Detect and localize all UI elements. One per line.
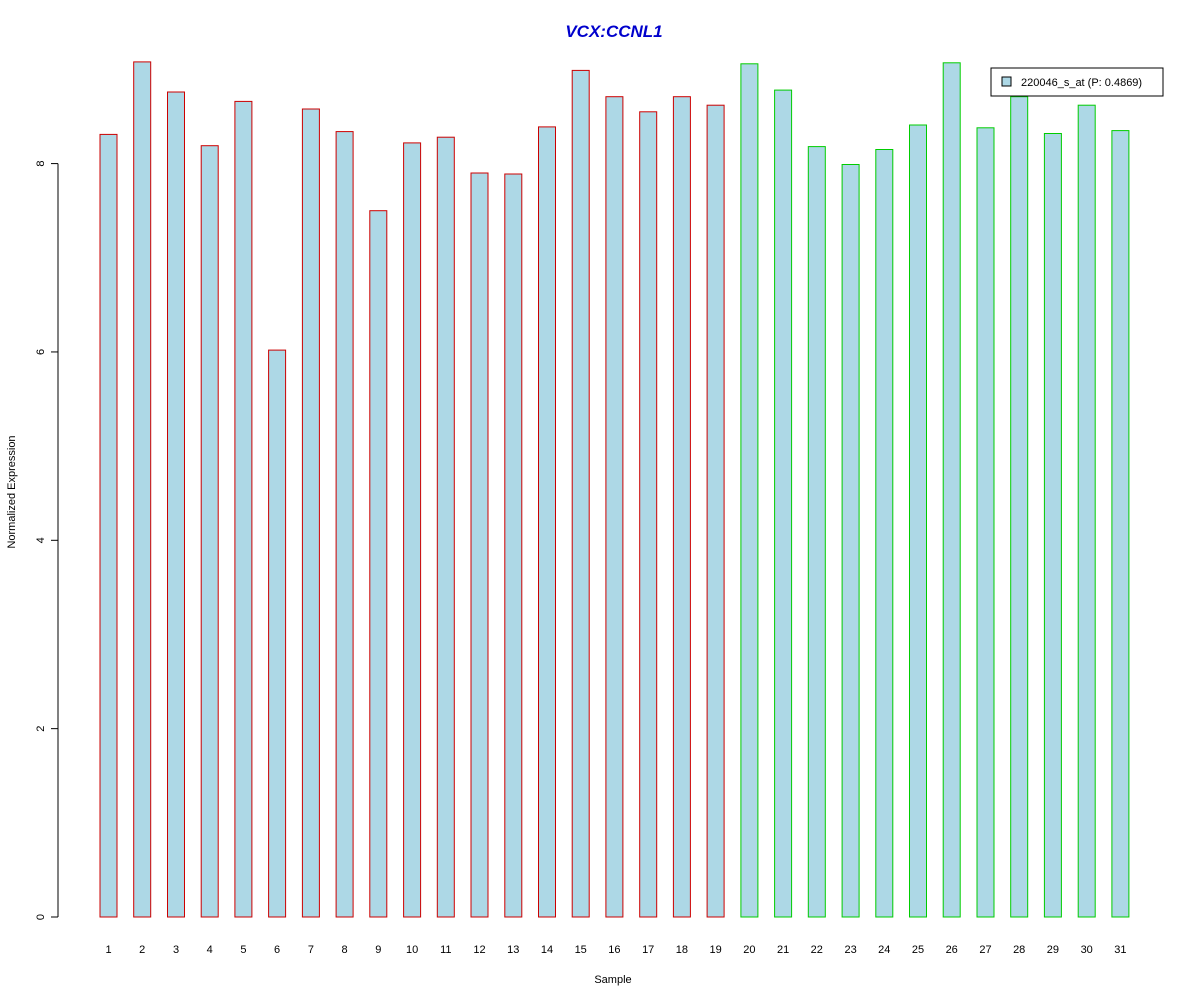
x-tick-label: 12	[473, 944, 485, 956]
bar-sample-24	[875, 149, 894, 918]
x-axis-label: Sample	[594, 974, 631, 986]
bar-sample-13	[504, 173, 523, 918]
x-tick-label: 16	[608, 944, 620, 956]
x-tick-label: 7	[308, 944, 314, 956]
bar-sample-30	[1077, 104, 1096, 918]
bar-sample-29	[1043, 133, 1062, 918]
bar-sample-18	[672, 96, 691, 918]
bar-sample-17	[639, 111, 658, 918]
bar-sample-1	[99, 133, 118, 918]
x-tick-label: 2	[139, 944, 145, 956]
bar-sample-19	[706, 104, 725, 918]
x-tick-label: 20	[743, 944, 755, 956]
bar-sample-2	[133, 61, 152, 918]
bar-sample-28	[1010, 96, 1029, 918]
bar-sample-31	[1111, 130, 1130, 918]
bar-sample-7	[301, 108, 320, 918]
x-tick-label: 10	[406, 944, 418, 956]
bar-sample-8	[335, 131, 354, 918]
y-tick-label: 4	[35, 537, 47, 543]
legend-label: 220046_s_at (P: 0.4869)	[1021, 77, 1142, 89]
x-tick-labels: 1 2 3 4 5 6 7 8 9 10 11 12 13 14 15 16 17 18 19 20 21 22 23 24 2…	[105, 944, 1126, 956]
x-tick-label: 28	[1013, 944, 1025, 956]
y-tick-label: 2	[35, 726, 47, 732]
x-tick-label: 31	[1114, 944, 1126, 956]
bar-sample-16	[605, 96, 624, 918]
x-tick-label: 26	[946, 944, 958, 956]
x-tick-label: 27	[979, 944, 991, 956]
legend-swatch	[1001, 76, 1012, 87]
x-tick-label: 30	[1081, 944, 1093, 956]
x-tick-label: 29	[1047, 944, 1059, 956]
x-tick-label: 8	[342, 944, 348, 956]
bar-sample-25	[909, 124, 927, 918]
x-tick-label: 3	[173, 944, 179, 956]
bars	[99, 61, 1130, 918]
x-tick-label: 6	[274, 944, 280, 956]
bar-sample-10	[403, 142, 422, 918]
bar-sample-15	[571, 69, 590, 918]
x-tick-label: 13	[507, 944, 519, 956]
bar-sample-20	[740, 63, 759, 918]
bar-sample-26	[942, 62, 961, 918]
x-tick-label: 24	[878, 944, 890, 956]
x-tick-label: 4	[207, 944, 213, 956]
y-tick-label: 6	[35, 349, 47, 355]
bar-sample-23	[841, 164, 860, 918]
bar-sample-6	[268, 349, 287, 918]
x-tick-label: 18	[676, 944, 688, 956]
y-axis-label: Normalized Expression	[6, 435, 18, 548]
bar-sample-12	[470, 172, 489, 918]
x-tick-label: 9	[375, 944, 381, 956]
x-tick-label: 17	[642, 944, 654, 956]
legend-box	[990, 67, 1164, 97]
y-axis: 0 2 4 6 8	[35, 161, 59, 920]
chart-title: VCX:CCNL1	[565, 22, 662, 41]
bar-sample-3	[167, 91, 185, 918]
bar-sample-9	[369, 210, 388, 918]
bar-sample-5	[234, 100, 253, 918]
x-tick-label: 5	[240, 944, 246, 956]
bar-sample-14	[538, 126, 556, 918]
y-tick-label: 0	[35, 914, 47, 920]
x-tick-label: 1	[105, 944, 111, 956]
x-tick-label: 22	[811, 944, 823, 956]
y-tick-label: 8	[35, 161, 47, 167]
x-tick-label: 21	[777, 944, 789, 956]
bar-sample-21	[774, 89, 793, 918]
x-tick-label: 14	[541, 944, 553, 956]
x-tick-label: 11	[440, 944, 451, 956]
bar-sample-22	[807, 146, 826, 918]
x-tick-label: 25	[912, 944, 924, 956]
bar-sample-4	[200, 145, 219, 918]
legend: 220046_s_at (P: 0.4869)	[990, 67, 1164, 97]
x-tick-label: 23	[844, 944, 856, 956]
x-tick-label: 15	[575, 944, 587, 956]
bar-sample-11	[436, 136, 455, 918]
bar-sample-27	[976, 127, 995, 918]
x-tick-label: 19	[709, 944, 721, 956]
